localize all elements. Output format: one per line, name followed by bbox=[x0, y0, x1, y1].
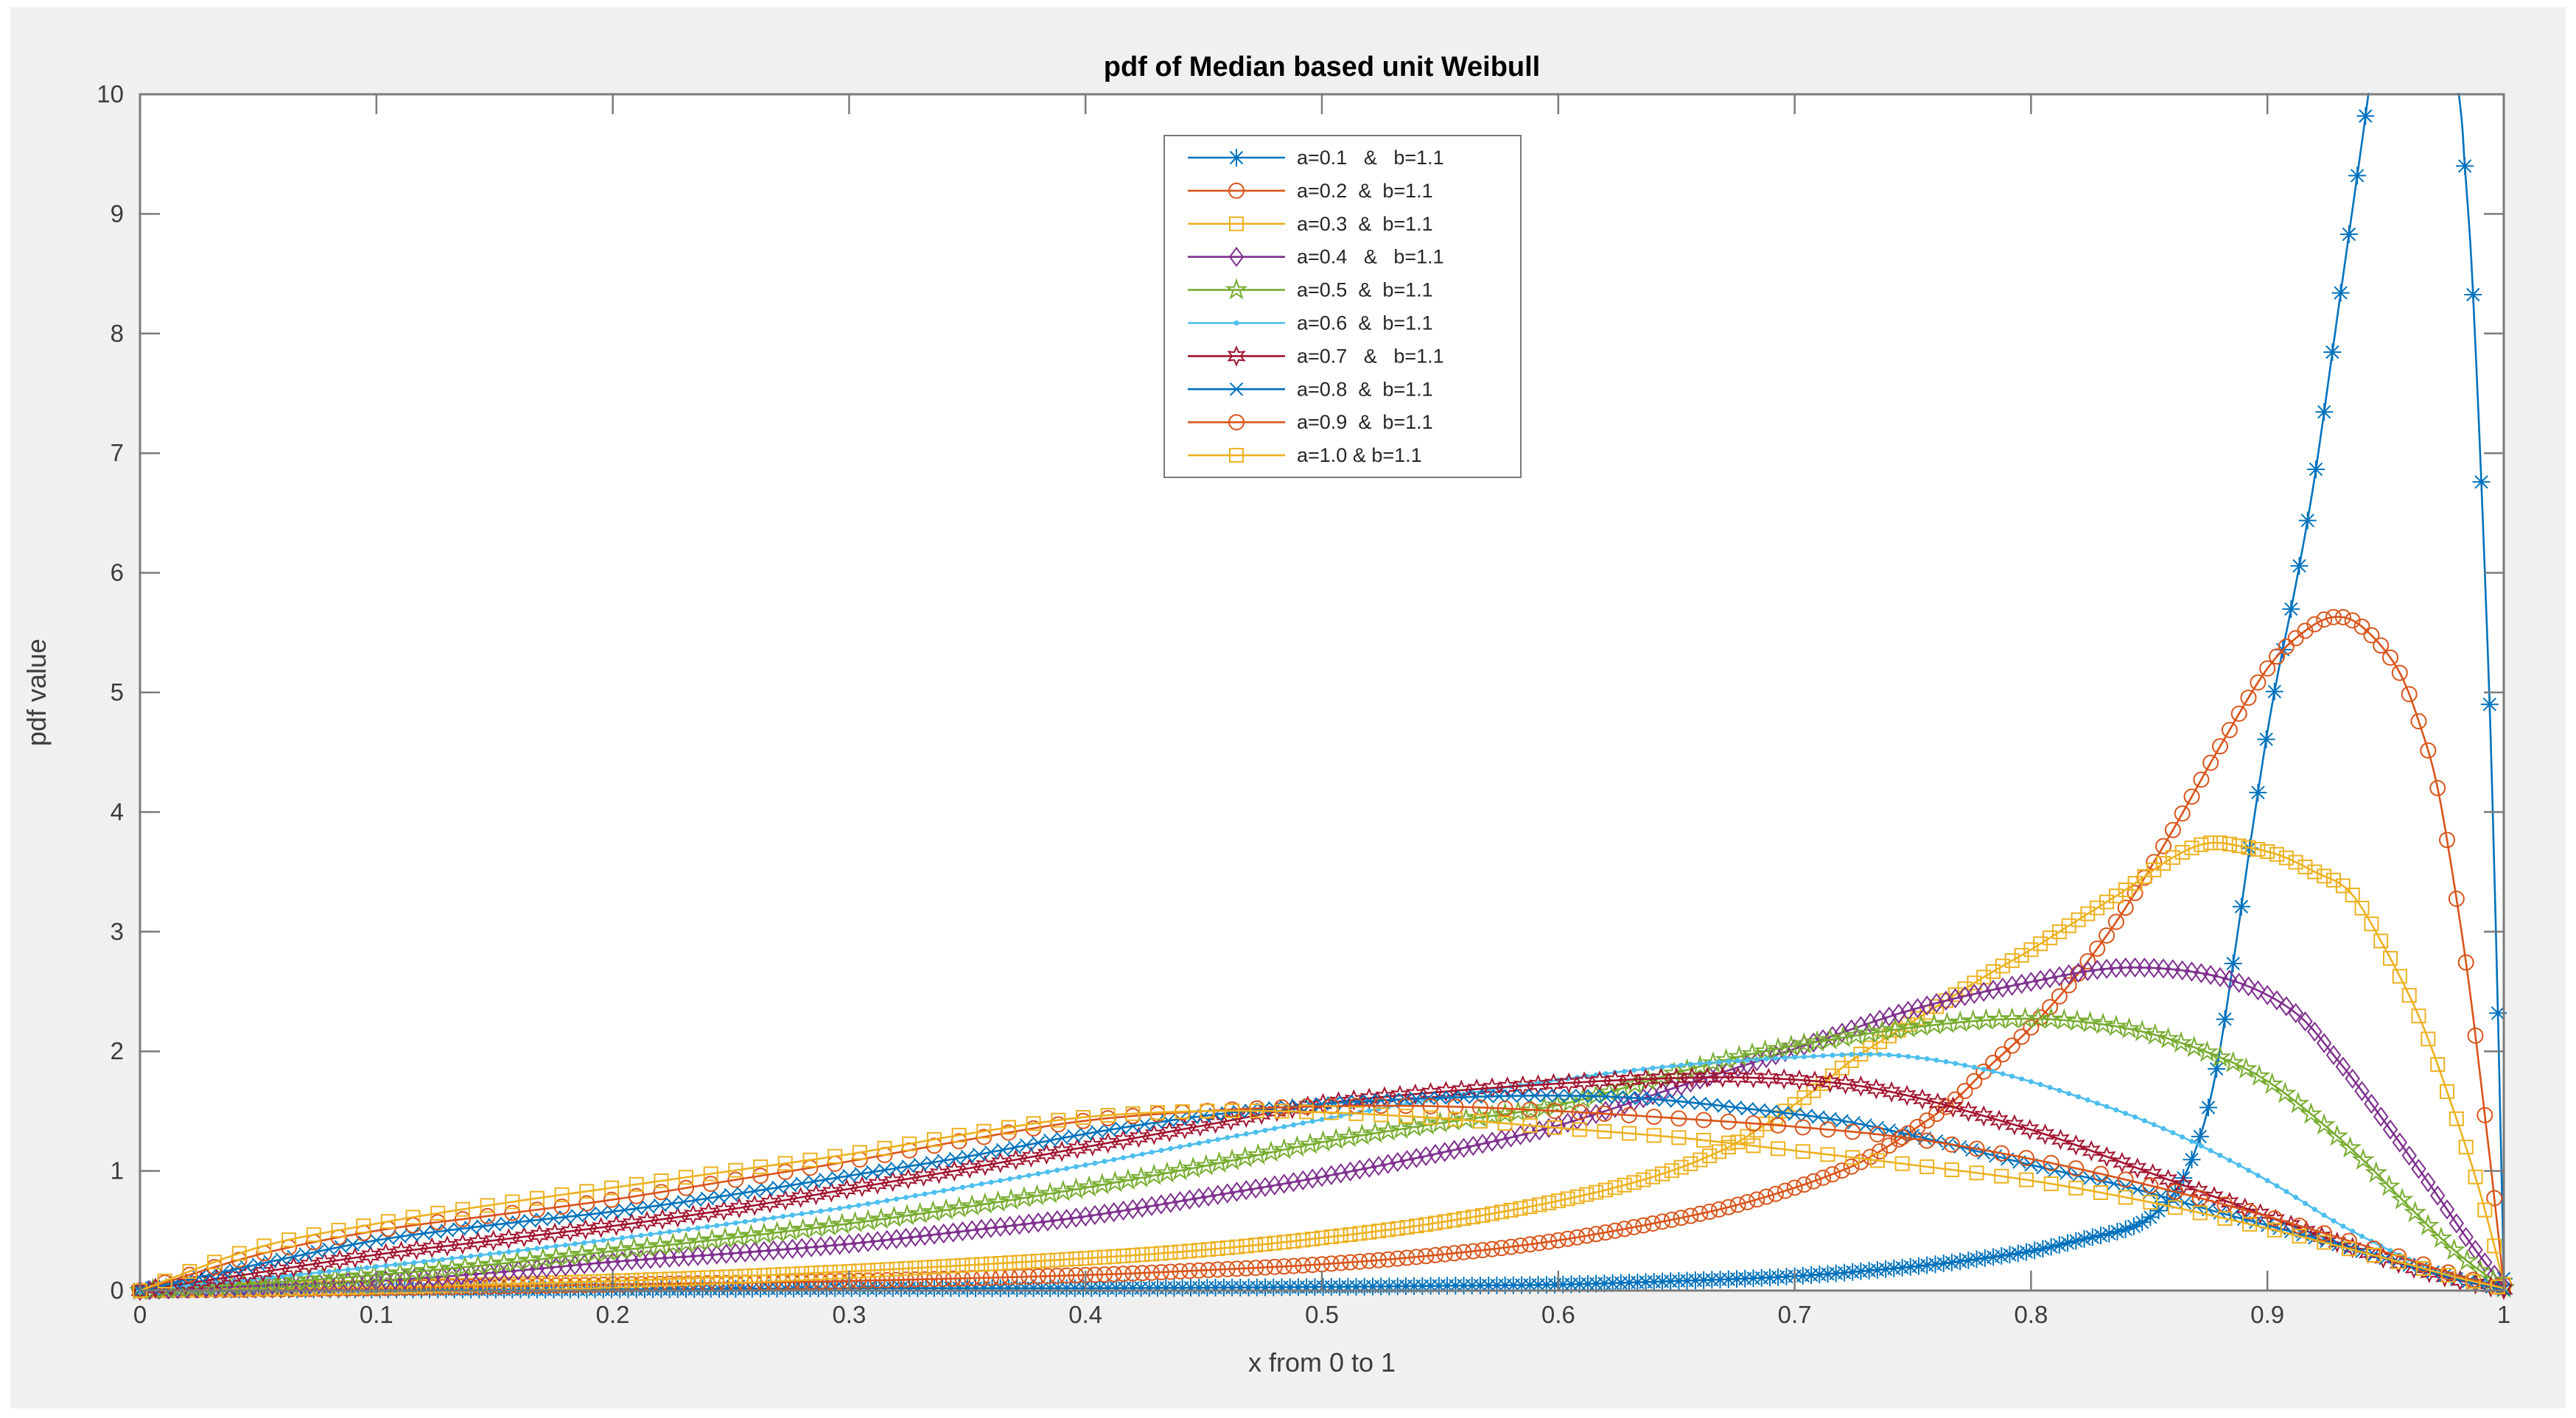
axis-ticks bbox=[139, 93, 2505, 1292]
x-tick-label: 0.2 bbox=[596, 1301, 630, 1328]
y-tick-label: 7 bbox=[111, 439, 124, 466]
y-axis-label: pdf value bbox=[21, 639, 52, 746]
legend-entry-a-0.4: a=0.4 & b=1.1 bbox=[1188, 246, 1444, 268]
legend-entry-a-0.8: a=0.8 & b=1.1 bbox=[1188, 378, 1433, 400]
y-tick-label: 8 bbox=[111, 320, 124, 347]
legend-box[interactable] bbox=[1163, 135, 1522, 478]
y-tick-label: 10 bbox=[97, 80, 124, 108]
series-a-0.9 bbox=[132, 1098, 2506, 1299]
x-tick-label: 1 bbox=[2497, 1301, 2510, 1328]
y-tick-label: 5 bbox=[111, 678, 124, 706]
legend-entry-label: a=0.1 & b=1.1 bbox=[1297, 147, 1444, 169]
x-tick-label: 0.8 bbox=[2014, 1301, 2048, 1328]
x-tick-label: 0.4 bbox=[1068, 1301, 1102, 1328]
y-tick-label: 0 bbox=[111, 1277, 124, 1304]
y-tick-label: 1 bbox=[111, 1157, 124, 1184]
x-tick-label: 0.1 bbox=[360, 1301, 393, 1328]
legend-entry-a-0.9: a=0.9 & b=1.1 bbox=[1188, 411, 1433, 433]
legend-entry-label: a=0.2 & b=1.1 bbox=[1297, 180, 1433, 202]
legend-entry-label: a=1.0 & b=1.1 bbox=[1297, 444, 1422, 466]
curves-layer bbox=[130, 93, 2516, 1302]
y-tick-label: 3 bbox=[111, 918, 124, 945]
series-a-1.0 bbox=[133, 1103, 2505, 1298]
legend-entry-label: a=0.8 & b=1.1 bbox=[1297, 378, 1433, 400]
legend-entry-a-1.0: a=1.0 & b=1.1 bbox=[1188, 444, 1422, 466]
legend[interactable]: a=0.1 & b=1.1 a=0.2 & b=1.1 a=0.3 & b=1.1 a… bbox=[1163, 135, 1522, 478]
legend-entry-a-0.5: a=0.5 & b=1.1 bbox=[1188, 278, 1433, 301]
axis-tick-labels: 0 0.1 0.2 0.3 0.4 0.5 0.6 0.7 0.8 0.9 101234567891… bbox=[97, 80, 2510, 1328]
legend-entry-label: a=0.4 & b=1.1 bbox=[1297, 246, 1444, 268]
legend-entry-label: a=0.7 & b=1.1 bbox=[1297, 345, 1444, 367]
legend-entry-label: a=0.9 & b=1.1 bbox=[1297, 411, 1433, 433]
x-tick-label: 0 bbox=[133, 1301, 147, 1328]
x-tick-label: 0.6 bbox=[1541, 1301, 1575, 1328]
x-tick-label: 0.7 bbox=[1778, 1301, 1812, 1328]
y-tick-label: 6 bbox=[111, 559, 124, 586]
y-tick-label: 4 bbox=[111, 798, 124, 825]
legend-entry-label: a=0.3 & b=1.1 bbox=[1297, 213, 1433, 235]
legend-entry-label: a=0.5 & b=1.1 bbox=[1297, 279, 1433, 301]
plot-title: pdf of Median based unit Weibull bbox=[1104, 52, 1541, 83]
x-axis-label: x from 0 to 1 bbox=[1248, 1347, 1396, 1377]
series-a-0.8 bbox=[133, 1089, 2511, 1298]
y-tick-label: 9 bbox=[111, 200, 124, 227]
legend-entry-a-0.7: a=0.7 & b=1.1 bbox=[1188, 345, 1444, 367]
legend-entry-a-0.3: a=0.3 & b=1.1 bbox=[1188, 213, 1433, 235]
x-tick-label: 0.5 bbox=[1305, 1301, 1339, 1328]
legend-entry-a-0.6: a=0.6 & b=1.1 bbox=[1188, 312, 1433, 334]
y-tick-label: 2 bbox=[111, 1037, 124, 1064]
x-tick-label: 0.3 bbox=[832, 1301, 866, 1328]
x-tick-label: 0.9 bbox=[2250, 1301, 2284, 1328]
legend-entry-a-0.2: a=0.2 & b=1.1 bbox=[1188, 180, 1433, 202]
legend-entry-label: a=0.6 & b=1.1 bbox=[1297, 312, 1433, 334]
legend-entry-a-0.1: a=0.1 & b=1.1 bbox=[1188, 147, 1444, 169]
